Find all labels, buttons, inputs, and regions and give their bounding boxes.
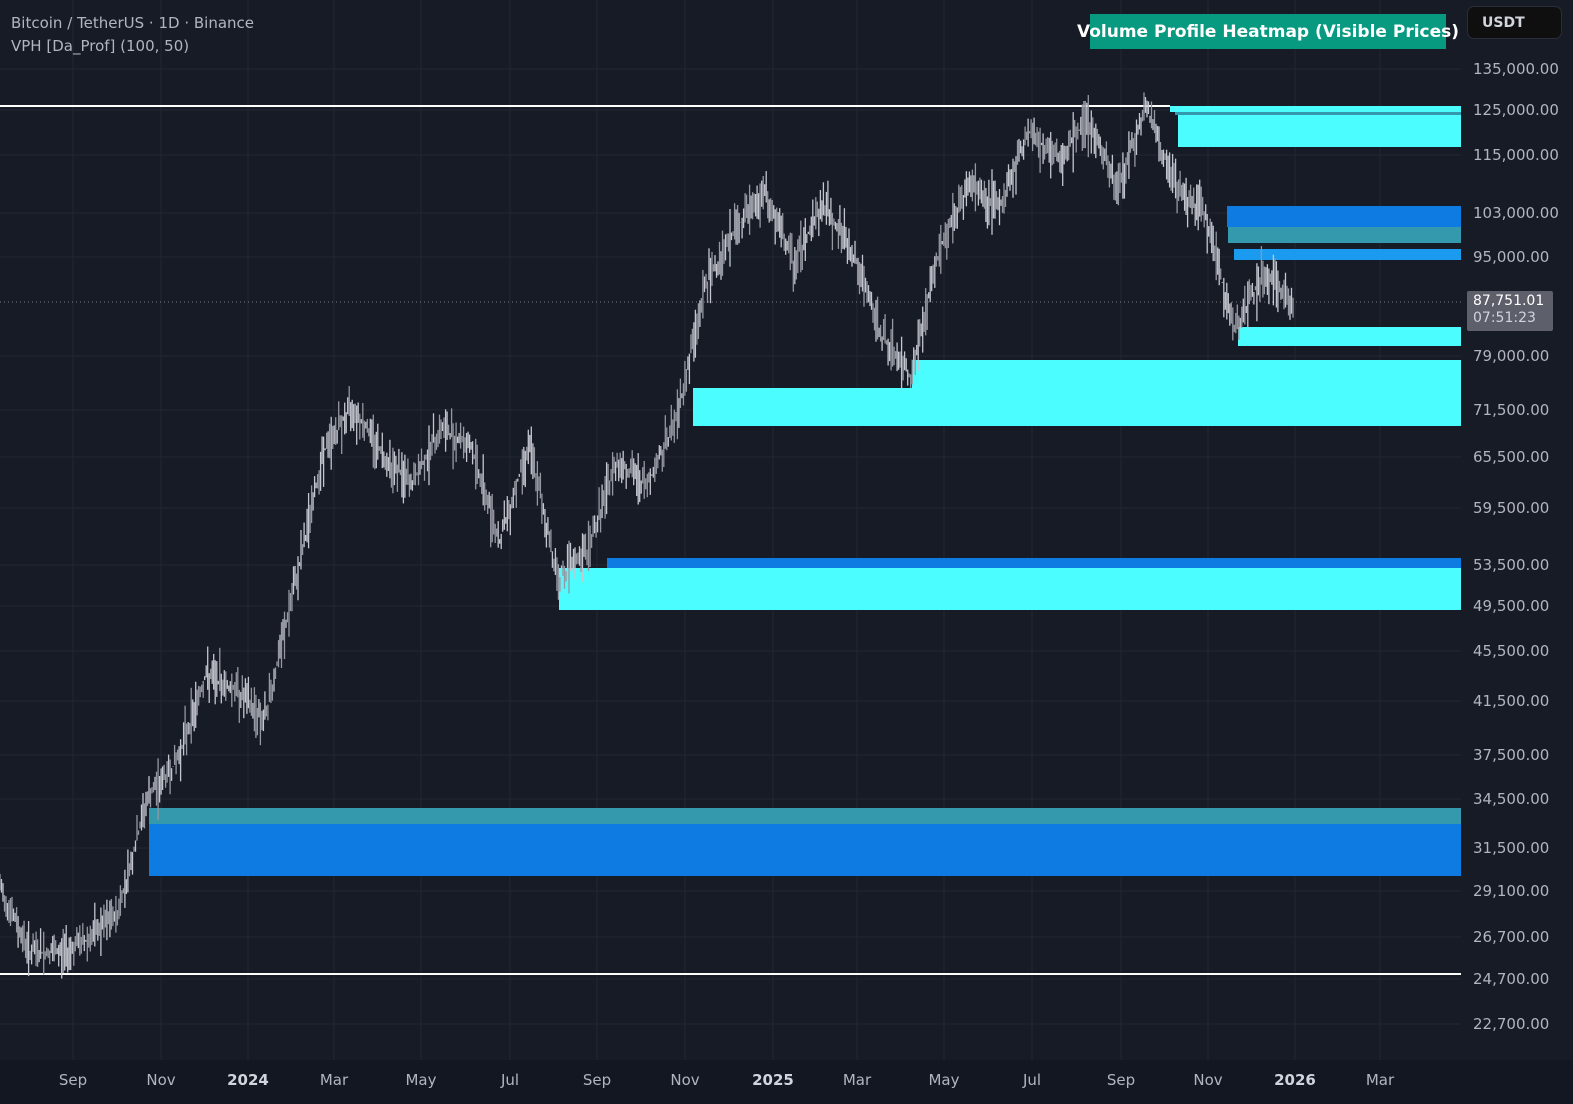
price-axis-label: 41,500.00 xyxy=(1473,692,1550,710)
time-axis-label: Jul xyxy=(500,1071,520,1089)
time-axis-background[interactable] xyxy=(0,1060,1573,1104)
ohlc-bars xyxy=(0,92,1294,979)
volume-zone-blue_light xyxy=(1234,249,1461,260)
price-axis-label: 34,500.00 xyxy=(1473,790,1550,808)
volume-zone-teal xyxy=(149,808,1461,824)
price-axis-label: 71,500.00 xyxy=(1473,401,1550,419)
price-axis-label: 29,100.00 xyxy=(1473,882,1550,900)
volume-zone-cyan xyxy=(1170,106,1461,112)
price-axis-label: 24,700.00 xyxy=(1473,970,1550,988)
time-axis-label: Sep xyxy=(58,1071,88,1089)
price-axis-label: 53,500.00 xyxy=(1473,556,1550,574)
chart-legend: Bitcoin / TetherUS · 1D · Binance VPH [D… xyxy=(11,12,254,58)
volume-profile-zones xyxy=(149,106,1461,876)
bar-countdown: 07:51:23 xyxy=(1473,310,1536,326)
time-axis-label: 2026 xyxy=(1274,1071,1316,1089)
price-axis-label: 37,500.00 xyxy=(1473,746,1550,764)
price-axis-label: 65,500.00 xyxy=(1473,448,1550,466)
price-axis-label: 125,000.00 xyxy=(1473,101,1559,119)
price-axis-label: 31,500.00 xyxy=(1473,839,1550,857)
volume-zone-cyan xyxy=(1178,115,1461,147)
volume-zone-cyan xyxy=(693,388,1461,426)
time-axis-label: Sep xyxy=(582,1071,612,1089)
indicator-legend[interactable]: VPH [Da_Prof] (100, 50) xyxy=(11,37,190,55)
price-axis-label: 103,000.00 xyxy=(1473,204,1559,222)
volume-zone-blue xyxy=(607,558,1461,568)
grid-lines xyxy=(0,0,1461,1060)
time-axis-label: 2024 xyxy=(227,1071,269,1089)
time-axis-label: Nov xyxy=(670,1071,700,1089)
volume-zone-cyan xyxy=(912,360,1461,388)
price-axis-label: 59,500.00 xyxy=(1473,499,1550,517)
volume-zone-blue xyxy=(1227,206,1461,227)
volume-zone-teal xyxy=(1175,112,1461,115)
time-axis-label: Nov xyxy=(1193,1071,1223,1089)
price-axis-label: 45,500.00 xyxy=(1473,642,1550,660)
price-axis-label: 26,700.00 xyxy=(1473,928,1550,946)
last-price-value: 87,751.01 xyxy=(1473,293,1545,309)
range-lines xyxy=(0,105,1461,975)
volume-zone-cyan xyxy=(1238,327,1461,346)
time-axis-label: Nov xyxy=(146,1071,176,1089)
indicator-title-box: Volume Profile Heatmap (Visible Prices) xyxy=(1077,14,1459,49)
symbol-title[interactable]: Bitcoin / TetherUS · 1D · Binance xyxy=(11,14,254,32)
price-axis-background[interactable] xyxy=(1461,0,1573,1060)
last-price-tag: 87,751.01 07:51:23 xyxy=(1467,291,1553,331)
price-axis-label: 79,000.00 xyxy=(1473,347,1550,365)
time-axis-label: May xyxy=(405,1071,437,1089)
volume-zone-teal xyxy=(1228,227,1461,243)
time-axis-label: Mar xyxy=(319,1071,349,1089)
volume-zone-blue xyxy=(149,824,1461,876)
price-axis-label: 22,700.00 xyxy=(1473,1015,1550,1033)
volume-zone-cyan xyxy=(559,568,1461,610)
time-axis-label: May xyxy=(928,1071,960,1089)
time-axis-label: Mar xyxy=(1365,1071,1395,1089)
time-axis-label: Mar xyxy=(842,1071,872,1089)
time-axis-label: 2025 xyxy=(752,1071,794,1089)
currency-button[interactable]: USDT xyxy=(1467,6,1562,39)
time-axis-label: Sep xyxy=(1106,1071,1136,1089)
price-axis-label: 95,000.00 xyxy=(1473,248,1550,266)
price-axis-label: 115,000.00 xyxy=(1473,146,1559,164)
price-axis-label: 135,000.00 xyxy=(1473,60,1559,78)
price-axis-label: 49,500.00 xyxy=(1473,597,1550,615)
time-axis-label: Jul xyxy=(1022,1071,1042,1089)
